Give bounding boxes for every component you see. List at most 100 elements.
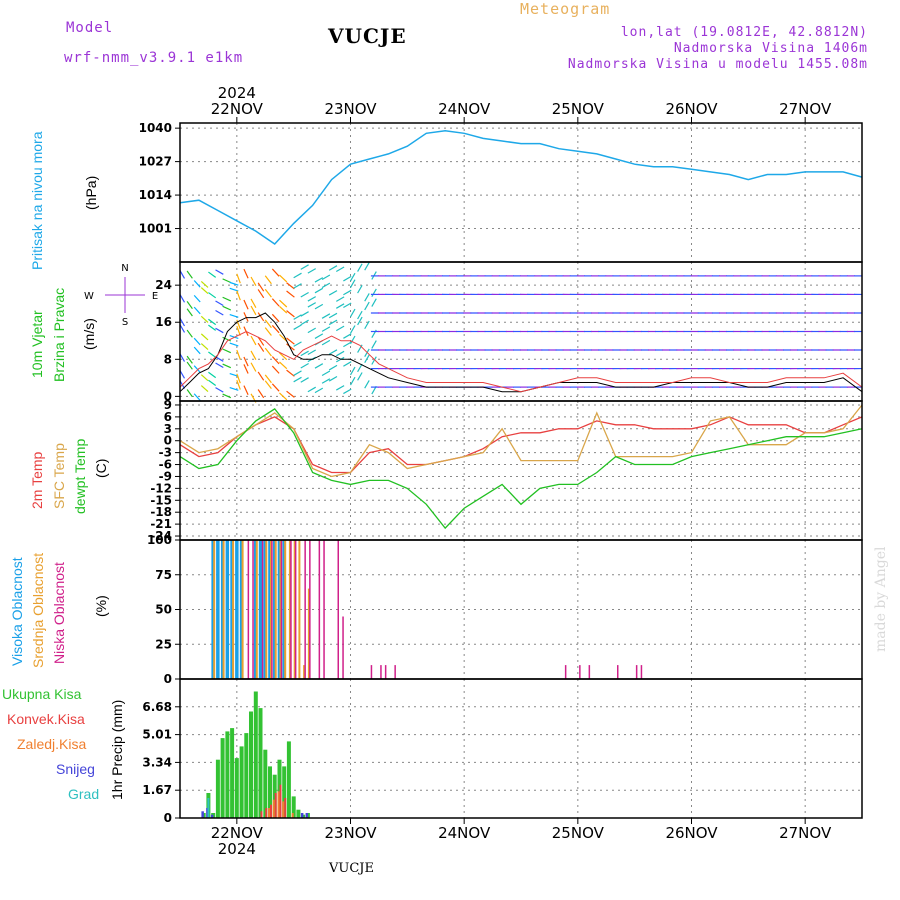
model-name: wrf-nmm_v3.9.1 e1km [64, 50, 244, 66]
wind-arrow [229, 372, 239, 377]
y-tick-label: -9 [159, 469, 172, 483]
wind-arrow [335, 350, 345, 357]
wind-arrow [193, 294, 201, 303]
wind-arrow [307, 327, 316, 334]
wind-arrow [257, 289, 265, 299]
wind-arrow [371, 340, 377, 349]
wind-arrow [328, 364, 338, 371]
wind-arrow [236, 290, 241, 301]
wind-arrow [314, 287, 324, 294]
pressure-line [179, 129, 863, 245]
precip-total-bar [263, 749, 268, 818]
wind-arrow [293, 314, 302, 320]
precip-snow-bar [300, 813, 304, 818]
precip-conv-bar [274, 793, 277, 818]
wind-arrow [193, 346, 201, 355]
cloud-mid-bar [255, 540, 258, 679]
wind-arrow [321, 378, 331, 384]
wind-arrow [357, 316, 363, 326]
wind-arrow [236, 373, 241, 384]
wind-arrow [264, 327, 272, 336]
y-tick-label: 1040 [139, 121, 172, 135]
wind-arrow [300, 350, 309, 357]
wind-arrow [364, 380, 370, 389]
wind-arrow [300, 377, 309, 383]
wind-arrow [250, 350, 257, 360]
wind-arrow [357, 285, 363, 294]
cloud-high-bar [258, 540, 263, 679]
wind-arrow [300, 362, 309, 369]
cloud-high-bar [230, 540, 234, 679]
y-tick-label: -15 [150, 493, 172, 507]
wind-arrow [328, 312, 338, 319]
wind-arrow [243, 312, 249, 322]
wind-arrow [314, 387, 324, 394]
cloud-mid-bar [265, 540, 268, 679]
wind-arrow [314, 277, 324, 283]
wind-arrow [186, 355, 193, 364]
precip-total-bar [268, 766, 272, 818]
model-label: Model [66, 20, 114, 36]
wind-arrow [186, 270, 193, 279]
legend-zaledj: Zaledj.Kisa [17, 736, 87, 752]
cloud-low-bar [384, 665, 387, 679]
wind-arrow [208, 318, 217, 326]
date-label-bottom: 27NOV [779, 824, 832, 842]
compass-s: S [122, 317, 128, 328]
precip-total-bar [258, 708, 263, 818]
wind-gust-line [179, 330, 863, 393]
wind-arrow [328, 319, 338, 326]
precip-frz-bar [291, 813, 294, 818]
cloud-low-bar [337, 540, 339, 679]
wind-arrow [215, 327, 224, 334]
wind-arrow [193, 365, 201, 373]
wind-arrow [229, 386, 239, 391]
wind-arrow [222, 278, 232, 284]
y-tick-label: 9 [164, 398, 172, 412]
wind-arrow [222, 363, 232, 369]
wind-arrow [271, 268, 280, 277]
wind-arrow [257, 342, 265, 352]
cloud-mid-bar [293, 540, 296, 679]
wind-arrow [186, 329, 193, 338]
wind-arrow [193, 306, 201, 315]
panel-frame-5 [179, 678, 863, 819]
wind-arrow [328, 290, 338, 296]
wind-arrow [229, 342, 239, 347]
wind-arrow [229, 281, 239, 286]
wind-arrow [243, 299, 249, 310]
wind-arrow [321, 282, 331, 289]
wind-arrow [186, 308, 193, 317]
wind-arrow [250, 305, 257, 316]
wind-arrow [271, 365, 280, 374]
legend-snijeg: Snijeg [56, 761, 95, 777]
y-tick-label: 25 [155, 637, 172, 651]
wind-arrow [357, 263, 363, 272]
wind-arrow [357, 372, 363, 381]
wind-arrow [264, 319, 272, 329]
wind-arrow [343, 333, 352, 339]
precip-grad-bar [207, 798, 210, 818]
wind-arrow [357, 344, 363, 353]
wind-arrow [257, 336, 265, 346]
wind-arrow [293, 376, 302, 383]
wind-arrow [257, 371, 265, 381]
precip-frz-bar [272, 799, 275, 818]
wind-arrow [264, 380, 272, 389]
wind-arrow [186, 389, 193, 398]
wind-arrow [335, 325, 345, 332]
y-tick-label: -21 [150, 517, 172, 531]
wind-arrow [236, 325, 241, 336]
wind-arrow [243, 268, 249, 279]
precip-conv-bar [265, 808, 268, 818]
wind-arrow [300, 291, 309, 298]
wind-arrow [321, 313, 331, 319]
precip-snow-bar [305, 813, 309, 818]
wind-arrow [343, 361, 352, 367]
cloud-low-bar [579, 665, 581, 679]
wind-arrow [215, 387, 224, 393]
cloud-low-bar [247, 540, 250, 679]
wind-arrow [250, 298, 257, 308]
wind-arrow [371, 288, 377, 297]
